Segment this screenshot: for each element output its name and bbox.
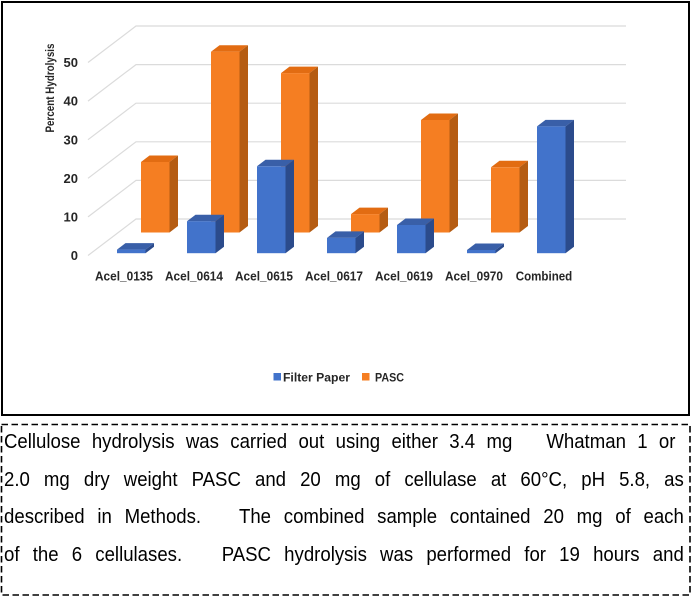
svg-text:Acel_0617: Acel_0617 [305, 269, 363, 284]
svg-text:20: 20 [64, 171, 78, 186]
svg-text:30: 30 [64, 132, 78, 147]
svg-text:PASC: PASC [375, 373, 404, 385]
svg-text:Acel_0619: Acel_0619 [375, 269, 433, 284]
svg-text:Combined: Combined [516, 269, 573, 284]
svg-text:10: 10 [64, 210, 78, 225]
svg-text:0: 0 [71, 248, 78, 263]
svg-text:Filter Paper: Filter Paper [283, 373, 351, 385]
svg-text:Acel_0615: Acel_0615 [235, 269, 293, 284]
svg-text:Percent Hydrolysis: Percent Hydrolysis [45, 44, 57, 133]
svg-text:Acel_0614: Acel_0614 [165, 269, 224, 284]
svg-text:Acel_0135: Acel_0135 [95, 269, 153, 284]
svg-text:Acel_0970: Acel_0970 [445, 269, 503, 284]
svg-text:40: 40 [64, 94, 78, 109]
svg-text:50: 50 [64, 55, 78, 70]
